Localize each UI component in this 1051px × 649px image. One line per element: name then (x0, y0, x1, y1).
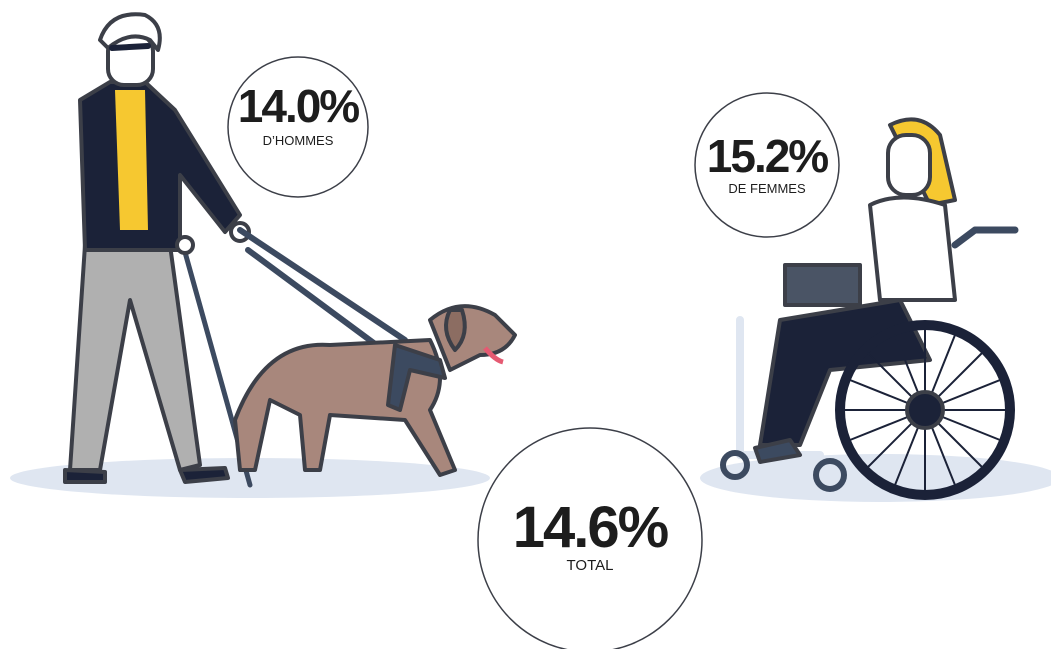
stat-value: 14.0% (238, 80, 360, 132)
infographic: 14.0% D’HOMMES 15.2% DE FEMMES 14.6% TOT… (0, 0, 1051, 649)
dog-illustration (235, 306, 515, 475)
stat-label: D’HOMMES (263, 133, 334, 148)
stat-label: DE FEMMES (728, 181, 806, 196)
stat-value: 14.6% (513, 495, 669, 560)
stat-value: 15.2% (707, 130, 829, 182)
stat-label: TOTAL (567, 557, 614, 574)
page: 14.0% D’HOMMES 15.2% DE FEMMES 14.6% TOT… (0, 0, 1051, 649)
